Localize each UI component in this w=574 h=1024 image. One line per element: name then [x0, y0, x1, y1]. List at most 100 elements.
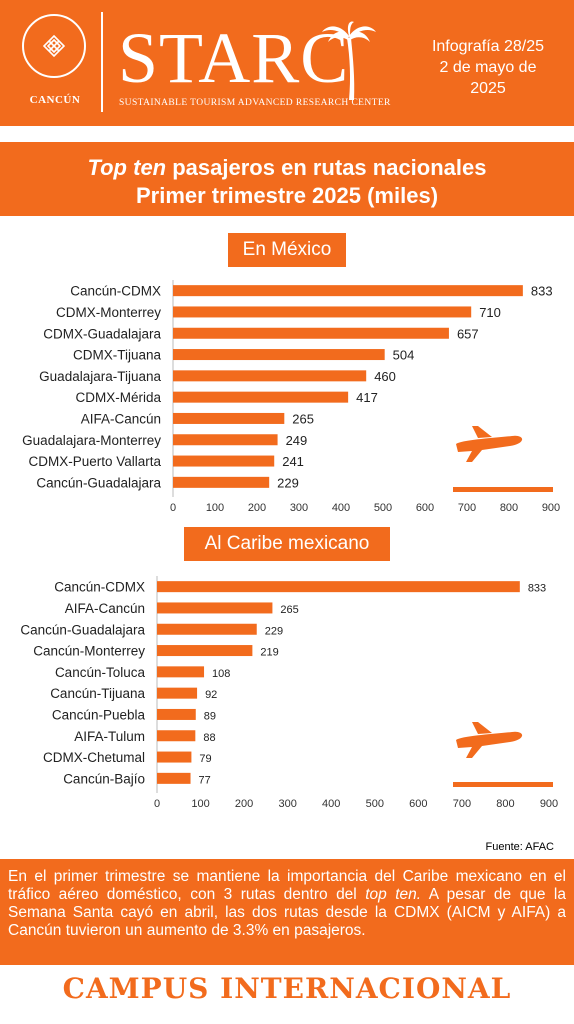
category-label: CDMX-Mérida [75, 390, 161, 405]
category-label: Cancún-Guadalajara [36, 475, 161, 490]
note-part-2: A pesar de que la Semana Santa cayó en a… [8, 886, 566, 939]
bar [157, 687, 198, 699]
value-label: 460 [374, 369, 396, 384]
value-label: 833 [528, 583, 546, 595]
x-tick-label: 200 [248, 502, 266, 514]
runway-line [453, 487, 553, 492]
x-tick-label: 0 [170, 502, 176, 514]
category-label: Guadalajara-Tijuana [39, 369, 161, 384]
value-label: 79 [199, 753, 211, 765]
info-year: 2025 [470, 80, 506, 97]
bar [157, 623, 257, 635]
category-label: Cancún-CDMX [54, 580, 145, 595]
brand-subtitle: SUSTAINABLE TOURISM ADVANCED RESEARCH CE… [119, 98, 391, 108]
chart-mexico: Cancún-CDMX 833 CDMX-Monterrey 710 CDMX-Guad… [22, 280, 560, 514]
value-label: 229 [265, 625, 283, 637]
category-label: Cancún-Guadalajara [20, 622, 145, 637]
x-tick-label: 600 [409, 798, 427, 810]
note-part-1: En el primer trimestre se mantiene la im… [8, 868, 566, 903]
note-text: En el primer trimestre se mantiene la im… [8, 868, 566, 940]
x-tick-label: 100 [206, 502, 224, 514]
x-tick-label: 600 [416, 502, 434, 514]
category-label: Guadalajara-Monterrey [22, 433, 161, 448]
chart-caribe: Cancún-CDMX 833 AIFA-Cancún 265 Cancún-Guada… [20, 576, 558, 810]
infographic-info: Infografía 28/25 2 de mayo de 2025 [408, 36, 568, 99]
x-tick-label: 400 [322, 798, 340, 810]
chart-title-caribe: Al Caribe mexicano [184, 527, 390, 561]
x-tick-label: 800 [496, 798, 514, 810]
logo-mark-icon [43, 35, 65, 57]
category-label: CDMX-Chetumal [43, 750, 145, 765]
info-date: 2 de mayo de [439, 59, 537, 76]
bar [157, 602, 273, 614]
airplane-icon [456, 426, 523, 462]
value-label: 710 [479, 305, 501, 320]
note-italic: top ten. [365, 886, 422, 903]
source-label: Fuente: AFAC [485, 841, 554, 853]
chart-title-mexico: En México [228, 233, 346, 267]
x-tick-label: 0 [154, 798, 160, 810]
category-label: Cancún-Toluca [55, 665, 146, 680]
bar [173, 349, 385, 361]
value-label: 89 [204, 710, 216, 722]
category-label: AIFA-Cancún [65, 601, 145, 616]
value-label: 108 [212, 668, 230, 680]
x-tick-label: 700 [453, 798, 471, 810]
x-tick-label: 100 [191, 798, 209, 810]
x-tick-label: 300 [278, 798, 296, 810]
x-tick-label: 500 [366, 798, 384, 810]
airplane-icon-2 [456, 722, 523, 758]
bar [173, 306, 472, 318]
category-label: AIFA-Tulum [74, 729, 145, 744]
category-label: CDMX-Tijuana [73, 348, 162, 363]
x-tick-label: 900 [542, 502, 560, 514]
category-label: Cancún-Bajío [63, 771, 145, 786]
runway-line-2 [453, 782, 553, 787]
category-label: Cancún-CDMX [70, 284, 161, 299]
category-label: CDMX-Guadalajara [43, 326, 161, 341]
info-number: Infografía 28/25 [431, 38, 545, 55]
brand-title: STARC [118, 18, 350, 98]
bar [173, 327, 449, 339]
logo-city: CANCÚN [29, 94, 81, 106]
value-label: 833 [531, 284, 553, 299]
category-label: CDMX-Monterrey [56, 305, 161, 320]
footer-campus: CAMPUS INTERNACIONAL [62, 972, 512, 1005]
note-banner: En el primer trimestre se mantiene la im… [0, 859, 574, 965]
title-banner: Top ten pasajeros en rutas nacionales Pr… [0, 142, 574, 216]
category-label: CDMX-Puerto Vallarta [28, 454, 161, 469]
bar [157, 708, 196, 720]
bar [173, 434, 278, 446]
category-label: Cancún-Tijuana [50, 686, 145, 701]
logo-seal [22, 14, 86, 78]
header-banner: CANCÚN STARC SUSTAINABLE TOURISM ADVANCE… [0, 0, 574, 126]
category-label: Cancún-Monterrey [33, 644, 145, 659]
university-logo: CANCÚN [14, 10, 96, 110]
x-tick-label: 200 [235, 798, 253, 810]
x-tick-label: 800 [500, 502, 518, 514]
bar [173, 285, 523, 297]
value-label: 77 [199, 774, 211, 786]
bar [157, 581, 520, 593]
x-tick-label: 700 [458, 502, 476, 514]
value-label: 249 [286, 433, 308, 448]
bar [157, 751, 192, 763]
bar [173, 370, 367, 382]
value-label: 241 [282, 454, 304, 469]
value-label: 504 [393, 348, 415, 363]
category-label: Cancún-Puebla [52, 707, 146, 722]
bar [157, 730, 196, 742]
bar [173, 412, 285, 424]
bar [157, 666, 205, 678]
bar [173, 476, 270, 488]
palm-tree-icon [322, 21, 376, 100]
bar [157, 772, 191, 784]
value-label: 92 [205, 689, 217, 701]
title-rest: pasajeros en rutas nacionales [166, 155, 487, 180]
x-tick-label: 500 [374, 502, 392, 514]
value-label: 657 [457, 326, 479, 341]
title-italic: Top ten [87, 155, 167, 180]
title-line-1: Top ten pasajeros en rutas nacionales [0, 155, 574, 181]
value-label: 265 [280, 604, 298, 616]
category-label: AIFA-Cancún [81, 411, 161, 426]
